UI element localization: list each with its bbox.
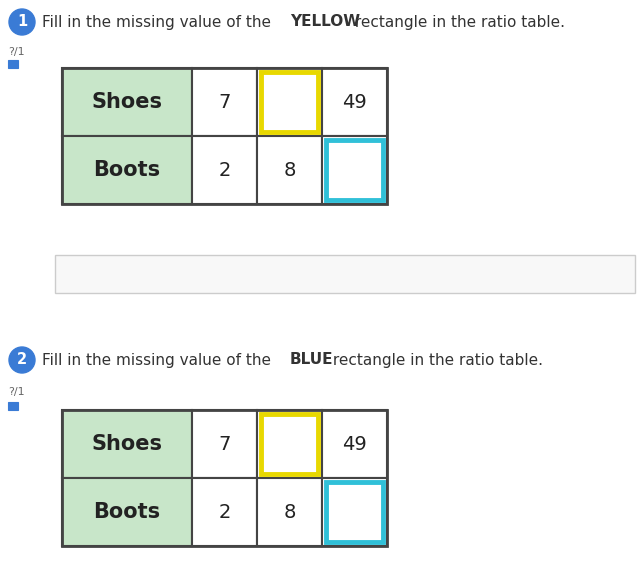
Text: BLUE: BLUE [290, 352, 333, 368]
Text: Fill in the missing value of the: Fill in the missing value of the [42, 15, 276, 29]
Bar [62, 410, 192, 478]
Bar [322, 136, 387, 204]
Bar [322, 410, 387, 478]
Text: ?/1: ?/1 [8, 47, 24, 57]
Bar [62, 68, 192, 136]
Text: 8: 8 [283, 502, 296, 522]
Bar [326, 140, 383, 200]
Bar [261, 72, 318, 132]
Text: Shoes: Shoes [92, 434, 163, 454]
Bar [326, 482, 383, 542]
Text: 2: 2 [219, 161, 231, 179]
Bar [192, 410, 257, 478]
Bar [322, 478, 387, 546]
Bar [257, 478, 322, 546]
Bar [8, 60, 18, 68]
Bar [192, 68, 257, 136]
Bar [261, 414, 318, 474]
Bar [257, 136, 322, 204]
Circle shape [9, 9, 35, 35]
Text: 8: 8 [283, 161, 296, 179]
Text: Boots: Boots [94, 502, 160, 522]
Bar [55, 255, 635, 293]
Bar [192, 136, 257, 204]
Text: 49: 49 [342, 93, 367, 111]
Text: Shoes: Shoes [92, 92, 163, 112]
Bar [257, 68, 322, 136]
Bar [62, 478, 192, 546]
Text: 7: 7 [219, 434, 231, 454]
Bar [257, 410, 322, 478]
Bar [192, 478, 257, 546]
Text: rectangle in the ratio table.: rectangle in the ratio table. [350, 15, 565, 29]
Bar [8, 402, 18, 410]
Bar [62, 68, 387, 204]
Text: 2: 2 [219, 502, 231, 522]
Text: ?/1: ?/1 [8, 387, 24, 397]
Text: Boots: Boots [94, 160, 160, 180]
Bar [62, 410, 387, 546]
Text: 1: 1 [17, 15, 27, 29]
Text: 7: 7 [219, 93, 231, 111]
Bar [322, 68, 387, 136]
Bar [62, 136, 192, 204]
Text: YELLOW: YELLOW [290, 15, 360, 29]
Text: rectangle in the ratio table.: rectangle in the ratio table. [328, 352, 543, 368]
Text: 2: 2 [17, 352, 27, 368]
Circle shape [9, 347, 35, 373]
Text: Fill in the missing value of the: Fill in the missing value of the [42, 352, 276, 368]
Text: 49: 49 [342, 434, 367, 454]
